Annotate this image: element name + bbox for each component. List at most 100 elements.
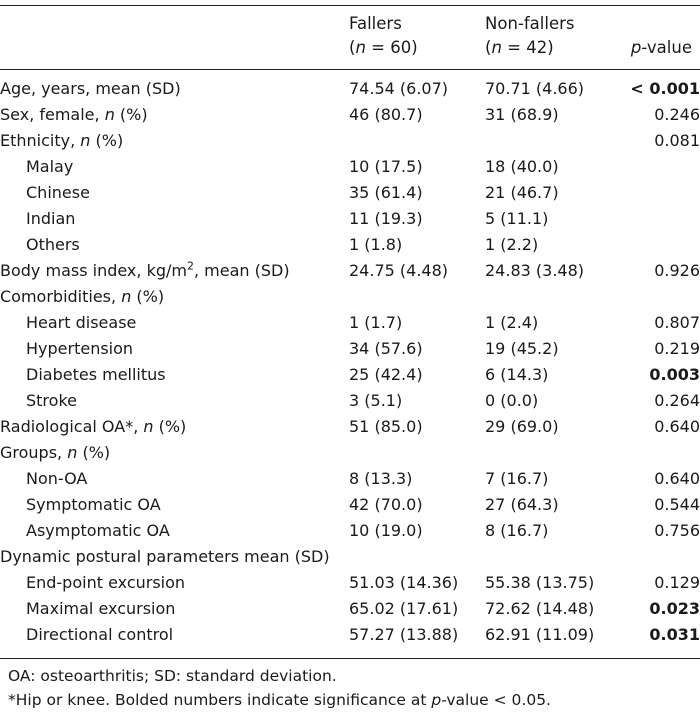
cell-fallers: 1 (1.8): [349, 235, 403, 254]
row-label: Chinese: [26, 183, 90, 202]
cell-pvalue: [615, 440, 700, 466]
table-row: Maximal excursion 65.02 (17.61) 72.62 (14.…: [0, 596, 700, 622]
row-label: Sex, female, n (%): [0, 105, 148, 124]
cell-nonfallers: 21 (46.7): [485, 183, 559, 202]
row-label: Non-OA: [26, 469, 88, 488]
table-row: Malay 10 (17.5) 18 (40.0): [0, 154, 700, 180]
table-row: Diabetes mellitus 25 (42.4) 6 (14.3) 0.003: [0, 362, 700, 388]
cell-fallers: 74.54 (6.07): [349, 79, 448, 98]
cell-pvalue: 0.640: [654, 417, 700, 436]
table-row: Directional control 57.27 (13.88) 62.91 (1…: [0, 622, 700, 648]
cell-nonfallers: 0 (0.0): [485, 391, 539, 410]
table-row: Stroke 3 (5.1) 0 (0.0) 0.264: [0, 388, 700, 414]
cell-nonfallers: [485, 284, 615, 310]
top-rule: [0, 5, 700, 6]
row-label: Age, years, mean (SD): [0, 79, 181, 98]
cell-pvalue: 0.807: [654, 313, 700, 332]
table-row: Radiological OA*, n (%) 51 (85.0) 29 (69.0…: [0, 414, 700, 440]
cell-nonfallers: [485, 440, 615, 466]
table-row: Comorbidities, n (%): [0, 284, 700, 310]
bottom-rule: [0, 658, 700, 659]
cell-pvalue: [615, 154, 700, 180]
row-label: Radiological OA*, n (%): [0, 417, 187, 436]
cell-nonfallers: 29 (69.0): [485, 417, 559, 436]
row-label: Maximal excursion: [26, 599, 176, 618]
header-fallers-label: Fallers: [349, 14, 402, 33]
cell-fallers: 65.02 (17.61): [349, 599, 459, 618]
cell-pvalue: 0.081: [654, 131, 700, 150]
cell-pvalue: 0.756: [654, 521, 700, 540]
cell-nonfallers: [485, 128, 615, 154]
table-row: Sex, female, n (%) 46 (80.7) 31 (68.9) 0.24…: [0, 102, 700, 128]
cell-fallers: 46 (80.7): [349, 105, 423, 124]
cell-nonfallers: 31 (68.9): [485, 105, 559, 124]
row-label: Symptomatic OA: [26, 495, 161, 514]
data-table: Age, years, mean (SD) 74.54 (6.07) 70.71 (…: [0, 76, 700, 648]
cell-nonfallers: 62.91 (11.09): [485, 625, 595, 644]
cell-nonfallers: 24.83 (3.48): [485, 261, 584, 280]
cell-pvalue: [615, 180, 700, 206]
cell-nonfallers: 7 (16.7): [485, 469, 549, 488]
cell-fallers: 3 (5.1): [349, 391, 403, 410]
footnote-2: *Hip or knee. Bolded numbers indicate si…: [8, 691, 551, 709]
header-nonfallers-n: (n = 42): [485, 38, 554, 57]
cell-pvalue: [615, 544, 700, 570]
cell-pvalue: [615, 232, 700, 258]
table-row: Age, years, mean (SD) 74.54 (6.07) 70.71 (…: [0, 76, 700, 102]
cell-pvalue: 0.264: [654, 391, 700, 410]
cell-fallers: 10 (19.0): [349, 521, 423, 540]
cell-pvalue: 0.023: [649, 599, 700, 618]
cell-nonfallers: 1 (2.2): [485, 235, 539, 254]
table-row: End-point excursion 51.03 (14.36) 55.38 (1…: [0, 570, 700, 596]
row-label: Directional control: [26, 625, 174, 644]
table-row: Others 1 (1.8) 1 (2.2): [0, 232, 700, 258]
cell-fallers: 8 (13.3): [349, 469, 413, 488]
cell-nonfallers: 55.38 (13.75): [485, 573, 595, 592]
table-row: Ethnicity, n (%) 0.081: [0, 128, 700, 154]
row-label: Indian: [26, 209, 76, 228]
cell-pvalue: 0.003: [649, 365, 700, 384]
cell-nonfallers: [485, 544, 615, 570]
cell-fallers: 57.27 (13.88): [349, 625, 459, 644]
cell-fallers: 24.75 (4.48): [349, 261, 448, 280]
cell-nonfallers: 18 (40.0): [485, 157, 559, 176]
row-label: Heart disease: [26, 313, 137, 332]
row-label: Diabetes mellitus: [26, 365, 166, 384]
cell-fallers: 51 (85.0): [349, 417, 423, 436]
table-body: Age, years, mean (SD) 74.54 (6.07) 70.71 (…: [0, 76, 700, 648]
header-nonfallers-label: Non-fallers: [485, 14, 575, 33]
cell-nonfallers: 5 (11.1): [485, 209, 549, 228]
cell-nonfallers: 72.62 (14.48): [485, 599, 595, 618]
cell-nonfallers: 8 (16.7): [485, 521, 549, 540]
cell-pvalue: [615, 284, 700, 310]
cell-fallers: 42 (70.0): [349, 495, 423, 514]
cell-fallers: 25 (42.4): [349, 365, 423, 384]
cell-nonfallers: 70.71 (4.66): [485, 79, 584, 98]
table-row: Heart disease 1 (1.7) 1 (2.4) 0.807: [0, 310, 700, 336]
header-rule: [0, 69, 700, 70]
cell-nonfallers: 1 (2.4): [485, 313, 539, 332]
cell-fallers: 35 (61.4): [349, 183, 423, 202]
table-row: Hypertension 34 (57.6) 19 (45.2) 0.219: [0, 336, 700, 362]
table-row: Symptomatic OA 42 (70.0) 27 (64.3) 0.544: [0, 492, 700, 518]
table-row: Body mass index, kg/m2, mean (SD) 24.75 (…: [0, 258, 700, 284]
table-row: Chinese 35 (61.4) 21 (46.7): [0, 180, 700, 206]
row-label: End-point excursion: [26, 573, 186, 592]
cell-fallers: 11 (19.3): [349, 209, 423, 228]
cell-pvalue: < 0.001: [630, 79, 700, 98]
row-label: Hypertension: [26, 339, 134, 358]
footnote-1: OA: osteoarthritis; SD: standard deviati…: [8, 667, 337, 685]
table-row: Indian 11 (19.3) 5 (11.1): [0, 206, 700, 232]
cell-pvalue: 0.544: [654, 495, 700, 514]
row-label: Stroke: [26, 391, 77, 410]
header-pvalue: p-value: [630, 38, 692, 57]
table-row: Non-OA 8 (13.3) 7 (16.7) 0.640: [0, 466, 700, 492]
cell-fallers: 34 (57.6): [349, 339, 423, 358]
cell-fallers: [349, 128, 485, 154]
table-row: Groups, n (%): [0, 440, 700, 466]
table-row: Asymptomatic OA 10 (19.0) 8 (16.7) 0.756: [0, 518, 700, 544]
cell-fallers: 1 (1.7): [349, 313, 403, 332]
table-row: Dynamic postural parameters mean (SD): [0, 544, 700, 570]
cell-pvalue: 0.246: [654, 105, 700, 124]
